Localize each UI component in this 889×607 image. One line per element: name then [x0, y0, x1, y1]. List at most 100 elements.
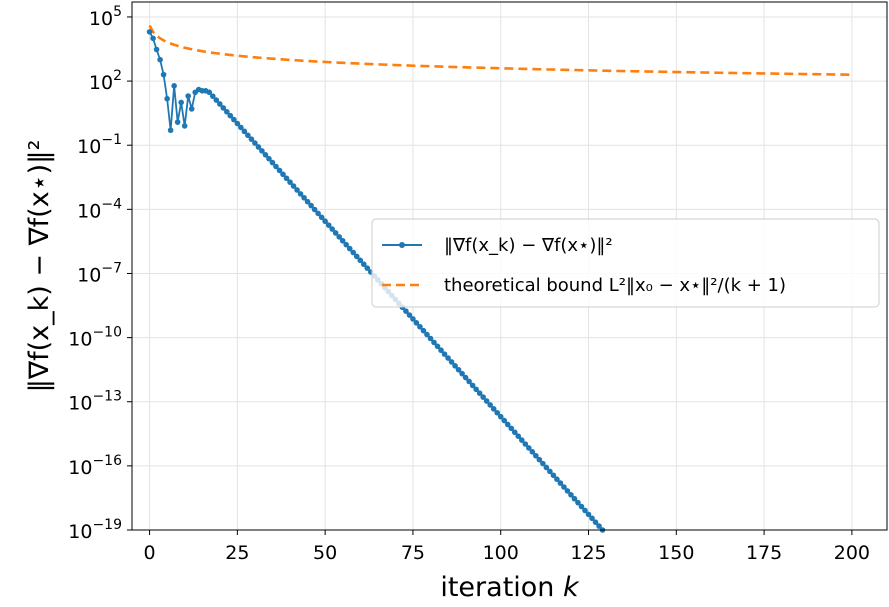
series-gradient-norm-point	[174, 119, 181, 125]
series-gradient-norm-point	[585, 511, 592, 518]
series-gradient-norm-point	[557, 480, 564, 486]
series-gradient-norm-point	[297, 191, 304, 197]
series-gradient-norm-point	[178, 99, 184, 106]
series-gradient-norm-point	[497, 413, 504, 420]
series-gradient-norm-point	[311, 206, 318, 213]
legend-label-series-1: ‖∇f(x_k) − ∇f(x⋆)‖²	[444, 235, 613, 256]
series-gradient-norm-point	[360, 261, 367, 268]
x-tick-label: 175	[746, 542, 782, 564]
plot-frame	[131, 1, 888, 531]
series-gradient-norm-point	[164, 95, 170, 102]
y-tick-label: 10−7	[77, 260, 122, 286]
series-gradient-norm-point	[294, 187, 300, 193]
series-gradient-norm-point	[540, 460, 546, 467]
series-gradient-norm-point	[462, 374, 469, 381]
series-gradient-norm-point	[459, 370, 465, 377]
series-gradient-norm-point	[150, 35, 156, 42]
series-gradient-norm-point	[592, 519, 599, 525]
series-gradient-norm-point	[445, 355, 451, 361]
series-gradient-norm-point	[417, 323, 423, 330]
series-gradient-norm-point	[213, 97, 220, 103]
series-gradient-norm-point	[185, 93, 191, 99]
series-gradient-norm-point	[241, 128, 248, 135]
series-gradient-norm-point	[339, 237, 346, 244]
series-gradient-norm-point	[578, 503, 585, 510]
series-gradient-norm-point	[269, 159, 276, 166]
series-gradient-norm-point	[234, 120, 241, 127]
series-gradient-norm-point	[550, 472, 557, 479]
series-gradient-norm-point	[167, 127, 174, 134]
series-gradient-norm-point	[346, 245, 353, 252]
series-gradient-norm-point	[529, 449, 536, 455]
series-gradient-norm-point	[181, 123, 188, 129]
x-tick-label: 0	[144, 542, 156, 564]
series-gradient-norm-point	[238, 124, 244, 131]
y-tick-label: 105	[89, 4, 122, 30]
series-gradient-norm-point	[273, 163, 279, 170]
legend-label-series-2: theoretical bound L²‖x₀ − x⋆‖²/(k + 1)	[444, 275, 786, 296]
series-gradient-norm-point	[494, 409, 501, 416]
series-gradient-norm-point	[480, 394, 486, 400]
series-gradient-norm-point	[304, 198, 311, 205]
series-gradient-norm-point	[280, 171, 286, 178]
series-gradient-norm-point	[188, 106, 195, 112]
y-tick-label: 10−10	[68, 325, 122, 351]
series-gradient-norm-point	[431, 339, 437, 346]
series-gradient-norm-point	[543, 464, 550, 471]
series-gradient-norm-point	[357, 257, 364, 264]
y-tick-label: 10−13	[68, 389, 122, 415]
series-gradient-norm-point	[508, 425, 515, 432]
series-gradient-norm-point	[536, 456, 543, 463]
y-tick-label: 102	[89, 68, 122, 94]
series-gradient-norm-point	[483, 398, 490, 404]
x-tick-label: 200	[834, 542, 870, 564]
series-gradient-norm-point	[266, 155, 272, 162]
series-gradient-norm-point	[227, 112, 234, 119]
series-gradient-norm-point	[262, 151, 269, 158]
series-gradient-norm-point	[157, 56, 163, 63]
y-tick-label: 10−16	[68, 453, 122, 479]
series-gradient-norm-point	[511, 429, 518, 436]
legend-entry-series-1: ‖∇f(x_k) − ∇f(x⋆)‖²	[382, 235, 613, 256]
series-gradient-norm-point	[526, 445, 532, 451]
legend-entry-series-2: theoretical bound L²‖x₀ − x⋆‖²/(k + 1)	[382, 275, 786, 296]
series-gradient-norm-point	[504, 421, 511, 428]
series-gradient-norm-point	[582, 507, 588, 514]
series-gradient-norm-point	[533, 452, 539, 459]
series-gradient-norm-point	[283, 175, 290, 182]
series-gradient-norm-point	[216, 101, 223, 107]
series-gradient-norm-point	[276, 167, 283, 174]
series-gradient-norm-point	[245, 132, 251, 139]
x-tick-label: 125	[570, 542, 606, 564]
series-gradient-norm-point	[290, 183, 297, 189]
series-gradient-norm-point	[259, 148, 265, 154]
series-gradient-norm-point	[287, 179, 293, 185]
series-gradient-norm-point	[146, 29, 153, 35]
legend: ‖∇f(x_k) − ∇f(x⋆)‖² theoretical bound L²…	[371, 218, 880, 308]
series-gradient-norm-point	[427, 335, 434, 342]
series-gradient-norm-point	[575, 499, 581, 506]
series-gradient-norm-point	[466, 378, 472, 385]
series-gradient-norm-point	[589, 515, 595, 522]
series-gradient-norm-point	[350, 249, 357, 256]
series-gradient-norm-point	[318, 214, 325, 221]
series-gradient-norm-point	[424, 331, 430, 338]
series-gradient-norm-point	[364, 265, 371, 271]
series-gradient-norm-point	[248, 136, 255, 142]
series-gradient-norm-point	[561, 484, 567, 490]
y-axis-label: ‖∇f(x_k) − ∇f(x⋆)‖²	[24, 140, 55, 393]
series-gradient-norm-point	[473, 386, 479, 393]
series-gradient-norm-point	[160, 71, 167, 78]
series-gradient-norm-point	[332, 230, 339, 236]
series-gradient-norm-point	[308, 202, 314, 209]
y-tick-label: 10−19	[68, 517, 122, 543]
series-gradient-norm-point	[441, 351, 448, 357]
legend-dot-series-1	[399, 242, 405, 248]
series-gradient-norm-point	[518, 437, 525, 443]
series-gradient-norm-point	[224, 108, 230, 115]
series-gradient-norm-point	[301, 194, 307, 201]
series-gradient-norm-point	[413, 320, 420, 326]
x-tick-label: 25	[225, 542, 249, 564]
series-gradient-norm-point	[343, 241, 350, 248]
